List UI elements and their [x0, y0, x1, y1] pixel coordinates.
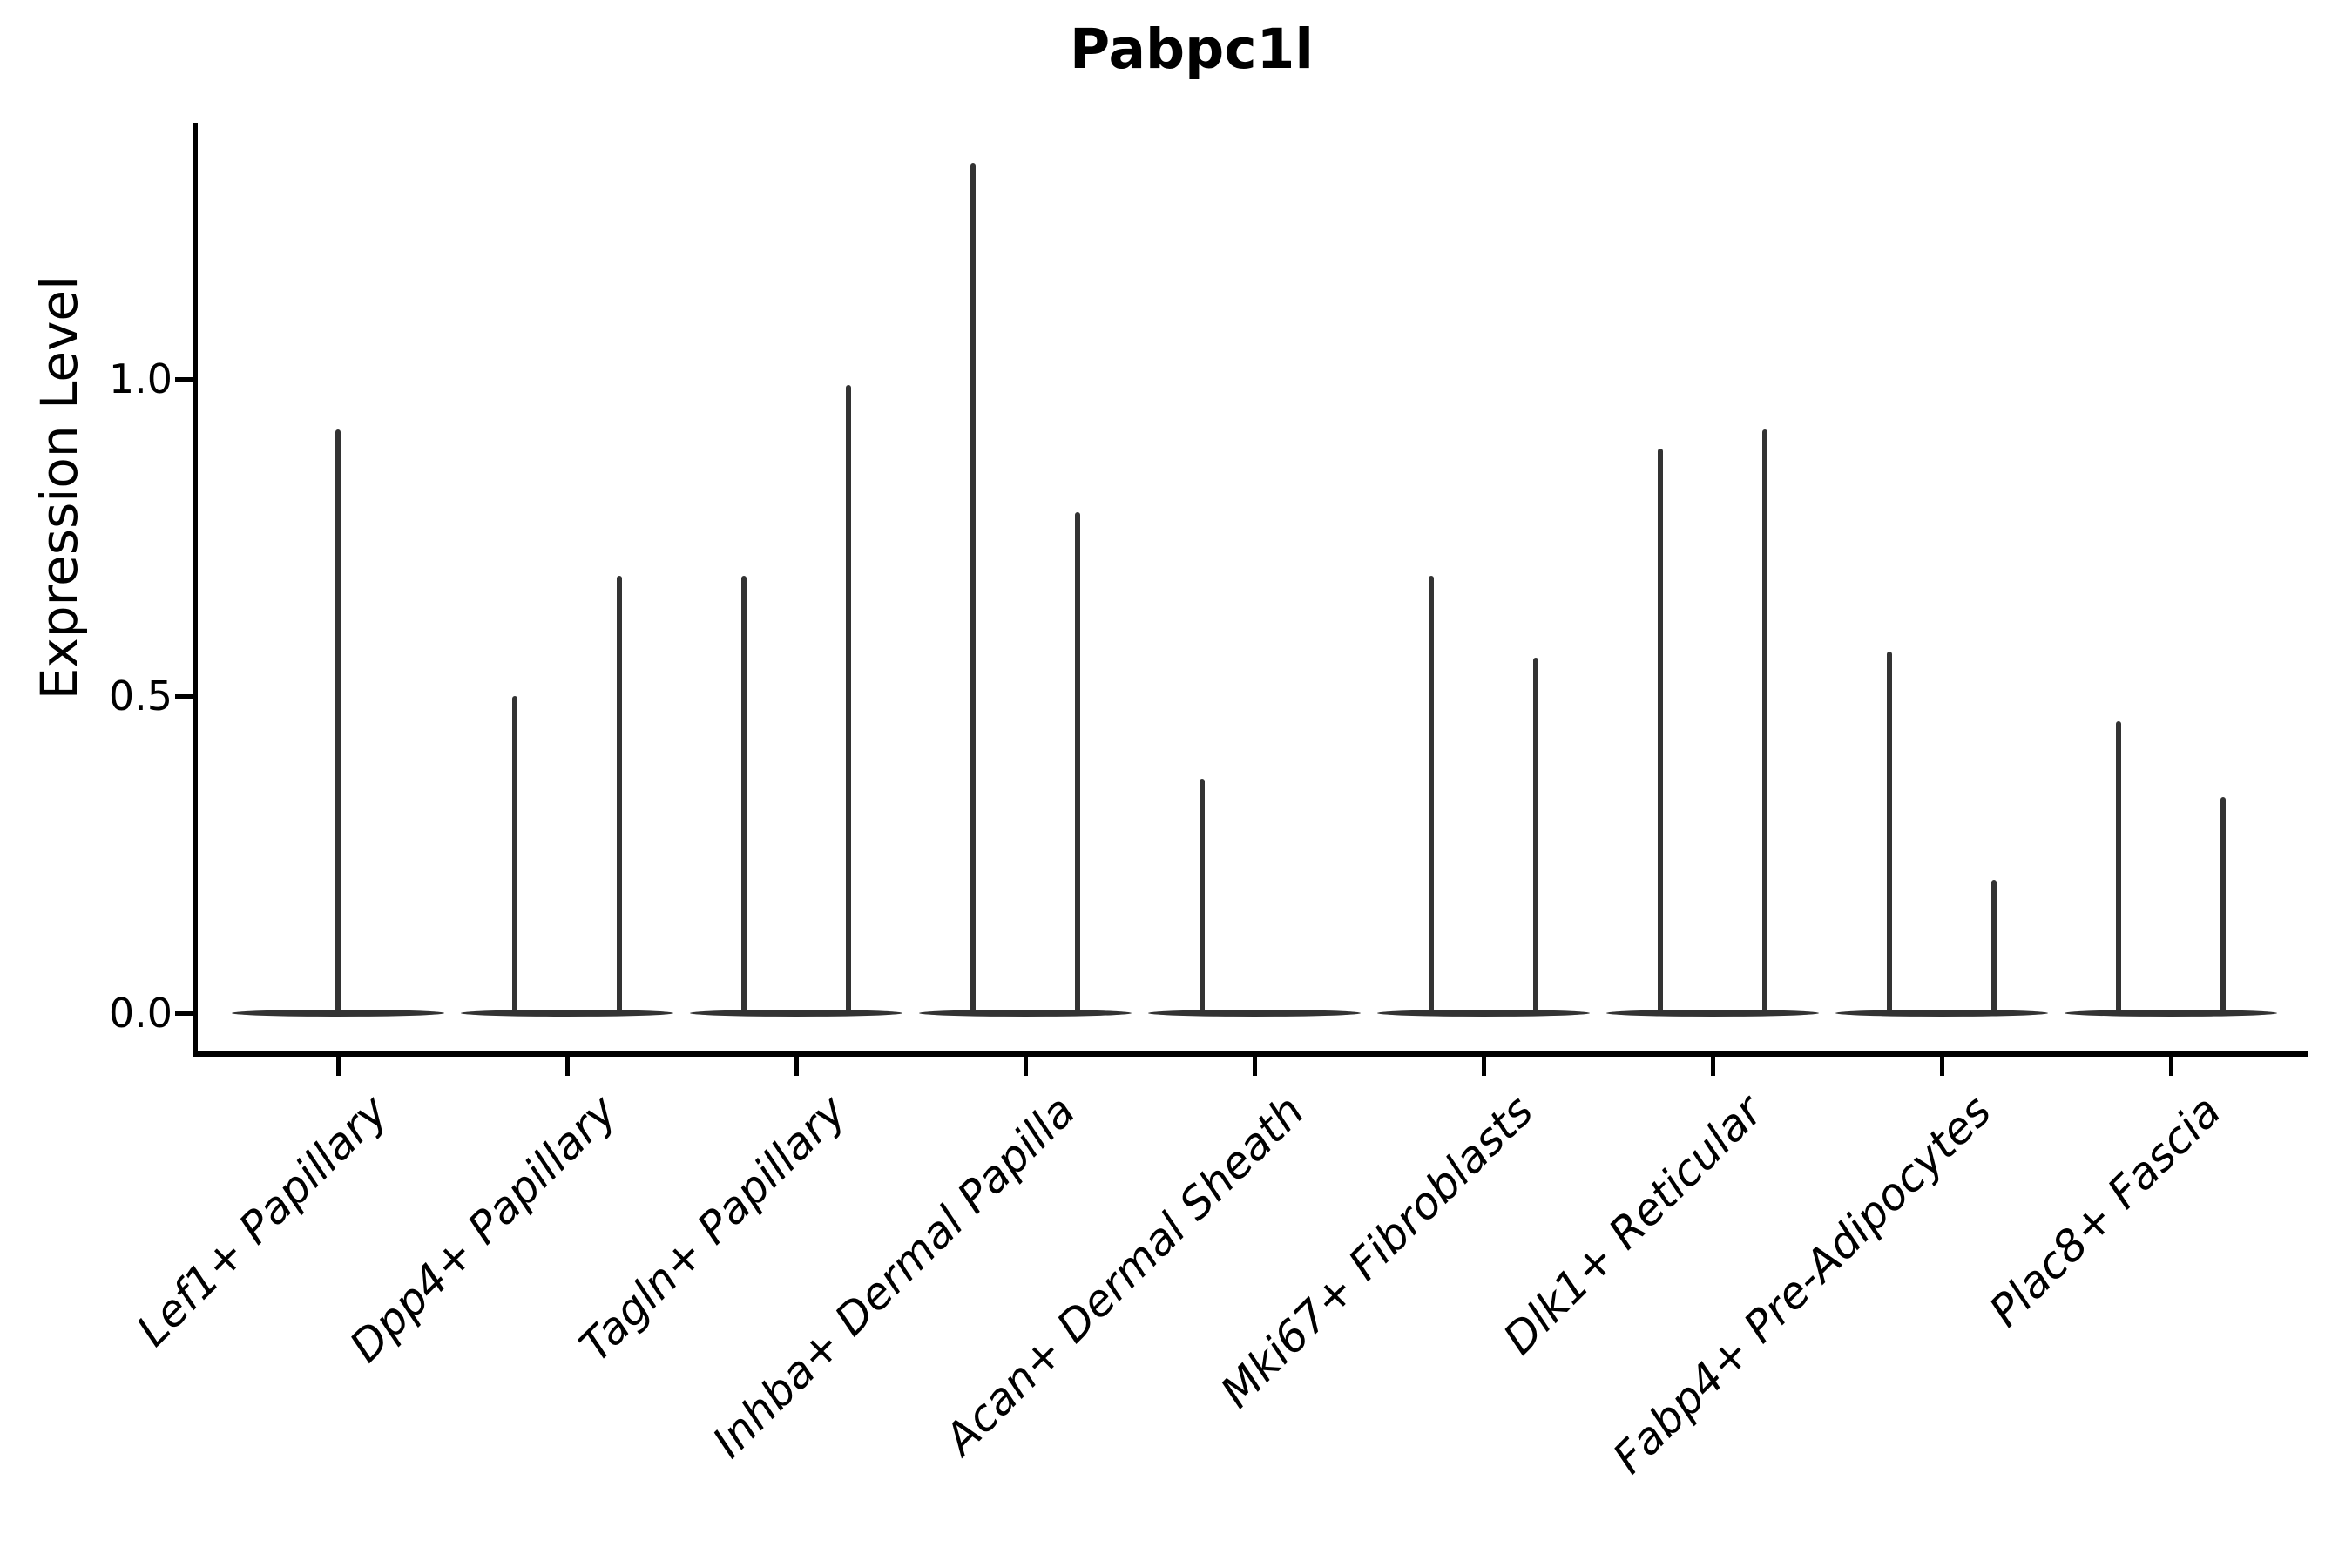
violin-baseline [690, 1010, 902, 1017]
violin-spike [1429, 575, 1434, 1016]
violin-spike [1200, 778, 1205, 1016]
violin-spike [1533, 658, 1538, 1016]
violin-baseline [1377, 1010, 1590, 1017]
x-tick-label: Fabp4+ Pre-Adipocytes [1603, 1085, 2002, 1484]
violin-spike [1762, 429, 1767, 1016]
violin-spike [2220, 797, 2226, 1016]
violin-spike [1658, 449, 1663, 1016]
y-axis-label: Expression Level [30, 275, 89, 700]
violin-spike [2116, 721, 2121, 1016]
x-tick-label: Plac8+ Fascia [1979, 1085, 2231, 1337]
x-tick-mark [1023, 1057, 1028, 1076]
violin-spike [512, 696, 517, 1016]
x-tick-mark [794, 1057, 799, 1076]
violin-baseline [919, 1010, 1132, 1017]
violin-spike [970, 163, 976, 1016]
violin-spike [1887, 652, 1892, 1016]
x-axis-spine [193, 1051, 2308, 1057]
x-tick-mark [1252, 1057, 1257, 1076]
violin-baseline [1835, 1010, 2048, 1017]
y-tick-mark [175, 693, 193, 699]
x-tick-mark [564, 1057, 570, 1076]
chart-title: Pabpc1l [1070, 17, 1314, 81]
violin-baseline [2065, 1010, 2277, 1017]
violin-spike [1991, 880, 1997, 1016]
x-tick-label: Lef1+ Papillary [127, 1085, 398, 1356]
violin-spike [1075, 511, 1080, 1016]
y-tick-mark [175, 1010, 193, 1016]
y-tick-label: 1.0 [108, 355, 172, 402]
y-axis-spine [193, 123, 198, 1057]
x-tick-mark [1710, 1057, 1715, 1076]
y-tick-label: 0.0 [108, 990, 172, 1037]
x-tick-mark [2168, 1057, 2173, 1076]
violin-spike [617, 575, 622, 1016]
violin-baseline [1148, 1010, 1361, 1017]
y-tick-mark [175, 376, 193, 382]
violin-baseline [461, 1010, 673, 1017]
x-tick-mark [1939, 1057, 1944, 1076]
violin-spike [335, 429, 341, 1016]
x-tick-mark [1481, 1057, 1486, 1076]
x-tick-mark [335, 1057, 341, 1076]
violin-spike [741, 575, 747, 1016]
violin-spike [846, 385, 851, 1016]
violin-baseline [1606, 1010, 1819, 1017]
y-tick-label: 0.5 [108, 672, 172, 720]
